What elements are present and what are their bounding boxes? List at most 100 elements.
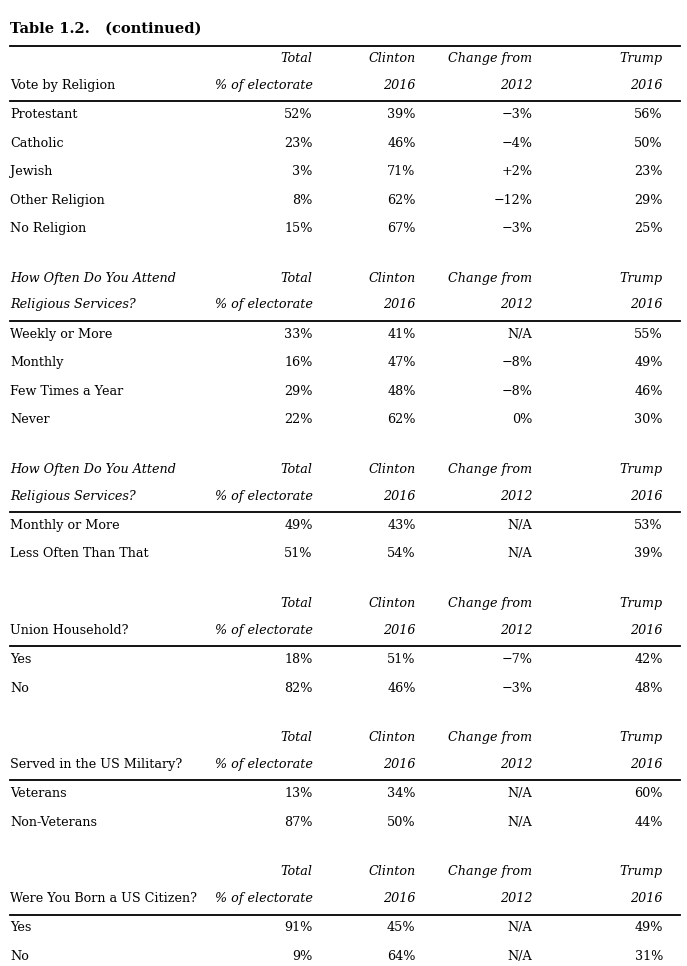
Text: 9%: 9%: [292, 950, 313, 963]
Text: Clinton: Clinton: [368, 463, 416, 476]
Text: Weekly or More: Weekly or More: [10, 327, 113, 341]
Text: 60%: 60%: [635, 787, 663, 800]
Text: 51%: 51%: [387, 653, 416, 666]
Text: 8%: 8%: [292, 193, 313, 207]
Text: Yes: Yes: [10, 653, 32, 666]
Text: How Often Do You Attend: How Often Do You Attend: [10, 463, 176, 476]
Text: 2012: 2012: [500, 757, 532, 771]
Text: % of electorate: % of electorate: [215, 892, 313, 905]
Text: 2012: 2012: [500, 892, 532, 905]
Text: 39%: 39%: [387, 108, 416, 121]
Text: 0%: 0%: [512, 413, 532, 426]
Text: Total: Total: [280, 866, 313, 878]
Text: 49%: 49%: [284, 519, 313, 532]
Text: 49%: 49%: [635, 356, 663, 369]
Text: Monthly or More: Monthly or More: [10, 519, 120, 532]
Text: 2016: 2016: [383, 624, 416, 637]
Text: 64%: 64%: [387, 950, 416, 963]
Text: 56%: 56%: [634, 108, 663, 121]
Text: Trump: Trump: [620, 866, 663, 878]
Text: How Often Do You Attend: How Often Do You Attend: [10, 271, 176, 285]
Text: 53%: 53%: [634, 519, 663, 532]
Text: 62%: 62%: [387, 413, 416, 426]
Text: % of electorate: % of electorate: [215, 79, 313, 92]
Text: Catholic: Catholic: [10, 136, 64, 150]
Text: −7%: −7%: [502, 653, 532, 666]
Text: N/A: N/A: [508, 922, 532, 934]
Text: % of electorate: % of electorate: [215, 298, 313, 311]
Text: −3%: −3%: [502, 108, 532, 121]
Text: 82%: 82%: [284, 681, 313, 695]
Text: −12%: −12%: [493, 193, 532, 207]
Text: 2016: 2016: [383, 79, 416, 92]
Text: N/A: N/A: [508, 548, 532, 560]
Text: 29%: 29%: [635, 193, 663, 207]
Text: 29%: 29%: [284, 384, 313, 398]
Text: Trump: Trump: [620, 271, 663, 285]
Text: 45%: 45%: [387, 922, 416, 934]
Text: 87%: 87%: [284, 815, 313, 829]
Text: Never: Never: [10, 413, 50, 426]
Text: 2016: 2016: [631, 79, 663, 92]
Text: 50%: 50%: [387, 815, 416, 829]
Text: N/A: N/A: [508, 787, 532, 800]
Text: 2012: 2012: [500, 298, 532, 311]
Text: Other Religion: Other Religion: [10, 193, 105, 207]
Text: N/A: N/A: [508, 815, 532, 829]
Text: Monthly: Monthly: [10, 356, 64, 369]
Text: 2016: 2016: [631, 757, 663, 771]
Text: Total: Total: [280, 52, 313, 65]
Text: Protestant: Protestant: [10, 108, 78, 121]
Text: 48%: 48%: [387, 384, 416, 398]
Text: 25%: 25%: [634, 222, 663, 235]
Text: Total: Total: [280, 731, 313, 744]
Text: Change from: Change from: [449, 271, 532, 285]
Text: Trump: Trump: [620, 463, 663, 476]
Text: Trump: Trump: [620, 597, 663, 611]
Text: −4%: −4%: [502, 136, 532, 150]
Text: No: No: [10, 950, 29, 963]
Text: 16%: 16%: [284, 356, 313, 369]
Text: 91%: 91%: [284, 922, 313, 934]
Text: 46%: 46%: [387, 136, 416, 150]
Text: 2016: 2016: [383, 892, 416, 905]
Text: Trump: Trump: [620, 731, 663, 744]
Text: Religious Services?: Religious Services?: [10, 298, 136, 311]
Text: 51%: 51%: [284, 548, 313, 560]
Text: 43%: 43%: [387, 519, 416, 532]
Text: Trump: Trump: [620, 52, 663, 65]
Text: Vote by Religion: Vote by Religion: [10, 79, 115, 92]
Text: Yes: Yes: [10, 922, 32, 934]
Text: 2012: 2012: [500, 624, 532, 637]
Text: Religious Services?: Religious Services?: [10, 490, 136, 502]
Text: 46%: 46%: [387, 681, 416, 695]
Text: 23%: 23%: [284, 136, 313, 150]
Text: 48%: 48%: [635, 681, 663, 695]
Text: Jewish: Jewish: [10, 165, 53, 178]
Text: −3%: −3%: [502, 222, 532, 235]
Text: Veterans: Veterans: [10, 787, 67, 800]
Text: 44%: 44%: [635, 815, 663, 829]
Text: No Religion: No Religion: [10, 222, 87, 235]
Text: −8%: −8%: [502, 384, 532, 398]
Text: 13%: 13%: [284, 787, 313, 800]
Text: 18%: 18%: [284, 653, 313, 666]
Text: 2016: 2016: [631, 624, 663, 637]
Text: 2016: 2016: [383, 490, 416, 502]
Text: 3%: 3%: [292, 165, 313, 178]
Text: Clinton: Clinton: [368, 597, 416, 611]
Text: 2012: 2012: [500, 79, 532, 92]
Text: −3%: −3%: [502, 681, 532, 695]
Text: 50%: 50%: [634, 136, 663, 150]
Text: Clinton: Clinton: [368, 271, 416, 285]
Text: 52%: 52%: [284, 108, 313, 121]
Text: 54%: 54%: [387, 548, 416, 560]
Text: 2016: 2016: [383, 757, 416, 771]
Text: % of electorate: % of electorate: [215, 490, 313, 502]
Text: 22%: 22%: [284, 413, 313, 426]
Text: Clinton: Clinton: [368, 52, 416, 65]
Text: 2016: 2016: [631, 892, 663, 905]
Text: Change from: Change from: [449, 866, 532, 878]
Text: 33%: 33%: [284, 327, 313, 341]
Text: 41%: 41%: [387, 327, 416, 341]
